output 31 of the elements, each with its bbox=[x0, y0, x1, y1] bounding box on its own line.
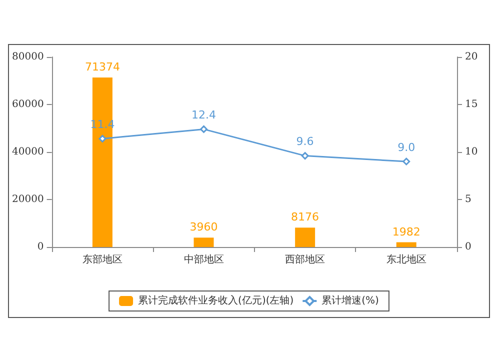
x-tick-label: 西部地区 bbox=[285, 254, 326, 266]
y-tick-label: 20000 bbox=[12, 194, 44, 205]
data-label: 12.4 bbox=[192, 108, 216, 122]
y2-tick-label: 15 bbox=[465, 99, 478, 110]
bar bbox=[92, 77, 112, 247]
point bbox=[98, 134, 106, 142]
data-label: 9.6 bbox=[296, 135, 314, 148]
bar bbox=[396, 242, 416, 247]
data-label: 1982 bbox=[392, 225, 420, 238]
legend-label: 累计完成软件业务收入(亿元)(左轴) bbox=[138, 294, 294, 306]
bar bbox=[194, 238, 214, 247]
data-label: 8176 bbox=[291, 210, 320, 224]
legend-label: 累计增速(%) bbox=[322, 294, 380, 306]
y-tick-label: 80000 bbox=[12, 52, 44, 62]
point bbox=[402, 158, 410, 166]
data-label: 71374 bbox=[84, 60, 120, 74]
x-tick-label: 东部地区 bbox=[82, 254, 122, 266]
y-tick-label: 60000 bbox=[12, 99, 44, 110]
bar bbox=[295, 228, 316, 247]
data-label: 3960 bbox=[190, 220, 218, 234]
y2-tick-label: 0 bbox=[465, 242, 472, 252]
point bbox=[301, 152, 309, 160]
x-tick-label: 东北地区 bbox=[386, 254, 426, 266]
y2-tick-label: 10 bbox=[465, 146, 478, 158]
point bbox=[200, 125, 208, 133]
y2-tick-label: 5 bbox=[465, 194, 472, 205]
data-label: 9.0 bbox=[398, 140, 416, 154]
y2-tick-label: 20 bbox=[465, 52, 478, 62]
y-tick-label: 40000 bbox=[12, 146, 44, 158]
x-tick-label: 中部地区 bbox=[184, 254, 224, 266]
y-tick-label: 0 bbox=[37, 242, 44, 252]
